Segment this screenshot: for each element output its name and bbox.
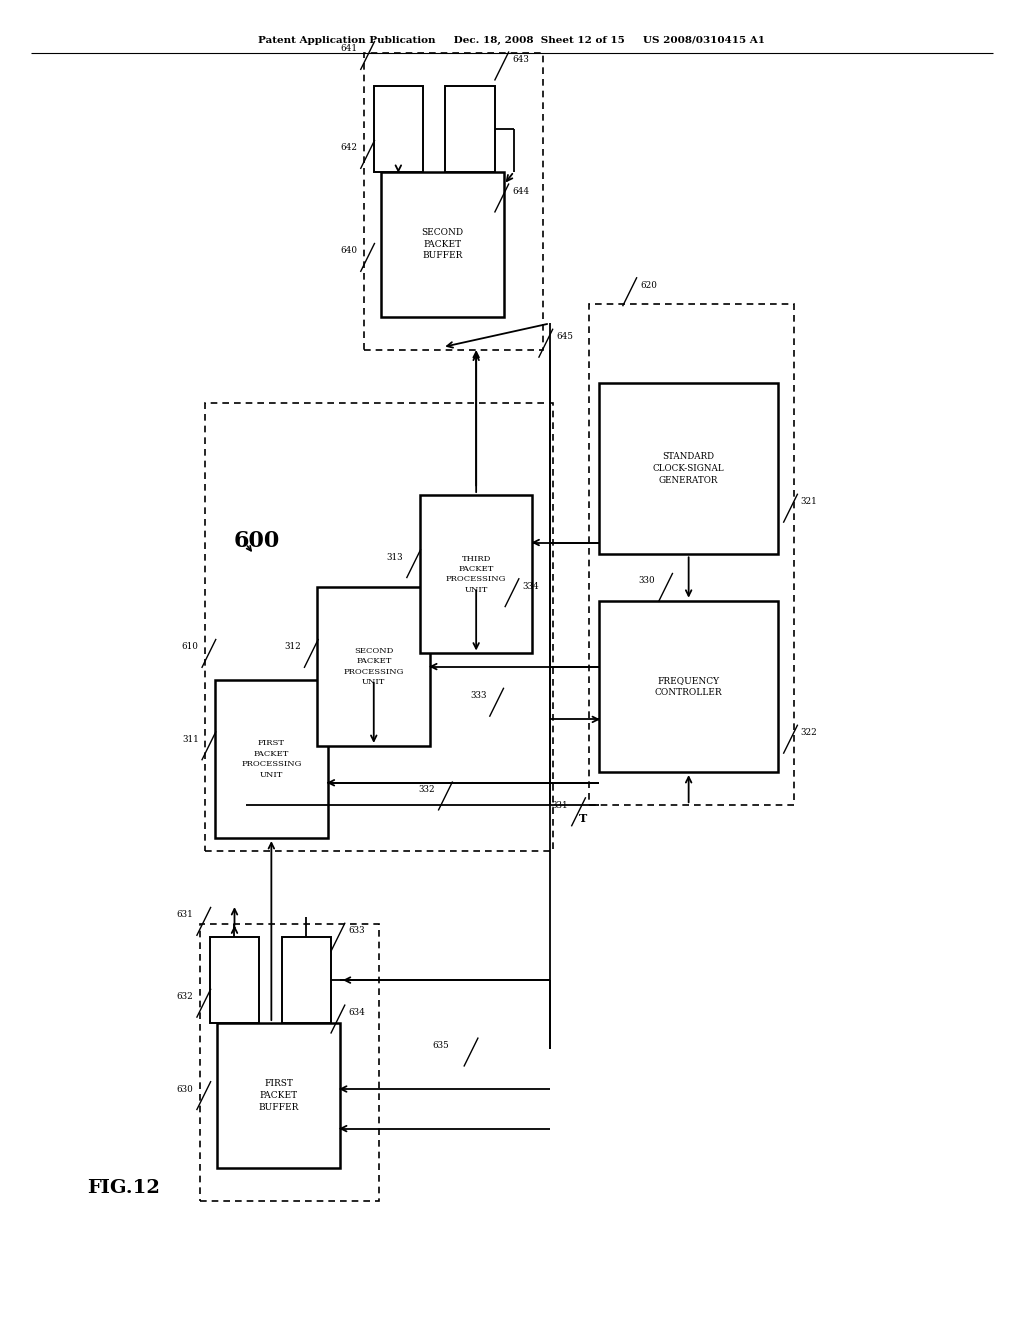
Text: 333: 333 bbox=[470, 692, 486, 700]
Text: 334: 334 bbox=[522, 582, 539, 590]
Text: T: T bbox=[579, 813, 587, 824]
Bar bbox=[210, 937, 259, 1023]
Text: 635: 635 bbox=[432, 1041, 449, 1049]
Text: 322: 322 bbox=[801, 729, 817, 737]
Text: 631: 631 bbox=[177, 911, 194, 919]
Text: 642: 642 bbox=[340, 144, 357, 152]
Bar bbox=[420, 495, 532, 653]
Text: 633: 633 bbox=[348, 927, 365, 935]
Text: FIRST
PACKET
PROCESSING
UNIT: FIRST PACKET PROCESSING UNIT bbox=[242, 739, 301, 779]
Text: FIRST
PACKET
BUFFER: FIRST PACKET BUFFER bbox=[258, 1080, 299, 1111]
Text: FIG.12: FIG.12 bbox=[87, 1179, 160, 1197]
Text: 640: 640 bbox=[340, 247, 357, 255]
Bar bbox=[282, 937, 331, 1023]
Text: 600: 600 bbox=[233, 531, 280, 552]
Bar bbox=[589, 304, 794, 805]
Text: SECOND
PACKET
BUFFER: SECOND PACKET BUFFER bbox=[421, 228, 464, 260]
Text: 620: 620 bbox=[640, 281, 656, 289]
Bar bbox=[599, 601, 778, 772]
Text: 330: 330 bbox=[639, 577, 655, 585]
Text: 331: 331 bbox=[552, 801, 568, 809]
Text: 632: 632 bbox=[177, 993, 194, 1001]
Text: 641: 641 bbox=[340, 45, 357, 53]
Bar bbox=[445, 86, 495, 172]
Text: 311: 311 bbox=[182, 735, 199, 743]
Text: 610: 610 bbox=[182, 643, 199, 651]
Text: 634: 634 bbox=[348, 1008, 365, 1016]
Bar bbox=[374, 86, 423, 172]
Text: 313: 313 bbox=[387, 553, 403, 561]
Bar bbox=[215, 680, 328, 838]
Bar bbox=[599, 383, 778, 554]
Text: 312: 312 bbox=[285, 643, 301, 651]
Bar bbox=[205, 403, 553, 851]
Bar bbox=[381, 172, 504, 317]
Bar bbox=[364, 53, 543, 350]
Text: STANDARD
CLOCK-SIGNAL
GENERATOR: STANDARD CLOCK-SIGNAL GENERATOR bbox=[653, 453, 724, 484]
Text: THIRD
PACKET
PROCESSING
UNIT: THIRD PACKET PROCESSING UNIT bbox=[446, 554, 506, 594]
Text: 321: 321 bbox=[801, 498, 817, 506]
Bar bbox=[317, 587, 430, 746]
Text: Patent Application Publication     Dec. 18, 2008  Sheet 12 of 15     US 2008/031: Patent Application Publication Dec. 18, … bbox=[258, 37, 766, 45]
Bar bbox=[217, 1023, 340, 1168]
Text: 644: 644 bbox=[512, 187, 529, 195]
Text: FREQUENCY
CONTROLLER: FREQUENCY CONTROLLER bbox=[654, 676, 723, 697]
Text: 630: 630 bbox=[177, 1085, 194, 1093]
Bar bbox=[200, 924, 379, 1201]
Text: 332: 332 bbox=[419, 785, 435, 793]
Text: SECOND
PACKET
PROCESSING
UNIT: SECOND PACKET PROCESSING UNIT bbox=[344, 647, 403, 686]
Text: 645: 645 bbox=[556, 333, 572, 341]
Text: 643: 643 bbox=[512, 55, 528, 63]
